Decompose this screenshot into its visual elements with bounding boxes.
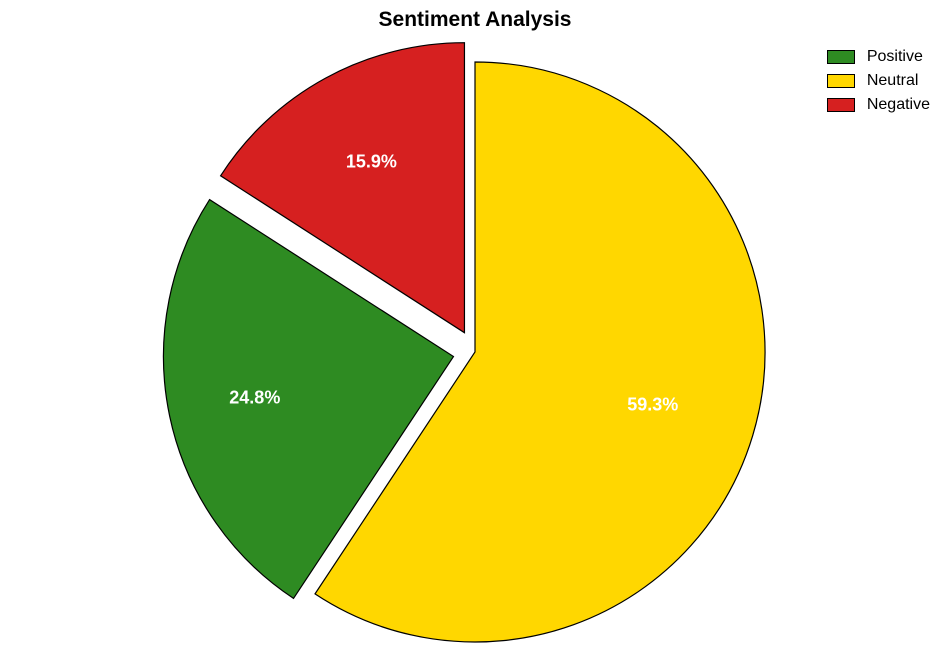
legend-label: Neutral [867, 72, 919, 90]
legend-item-positive: Positive [827, 48, 930, 66]
slice-label-negative: 15.9% [346, 152, 397, 173]
legend: Positive Neutral Negative [827, 48, 930, 120]
legend-item-neutral: Neutral [827, 72, 930, 90]
slice-label-positive: 24.8% [229, 388, 280, 409]
legend-swatch [827, 98, 855, 112]
slice-label-neutral: 59.3% [627, 395, 678, 416]
pie-chart [0, 0, 950, 662]
legend-label: Positive [867, 48, 923, 66]
legend-swatch [827, 50, 855, 64]
legend-label: Negative [867, 96, 930, 114]
legend-item-negative: Negative [827, 96, 930, 114]
legend-swatch [827, 74, 855, 88]
